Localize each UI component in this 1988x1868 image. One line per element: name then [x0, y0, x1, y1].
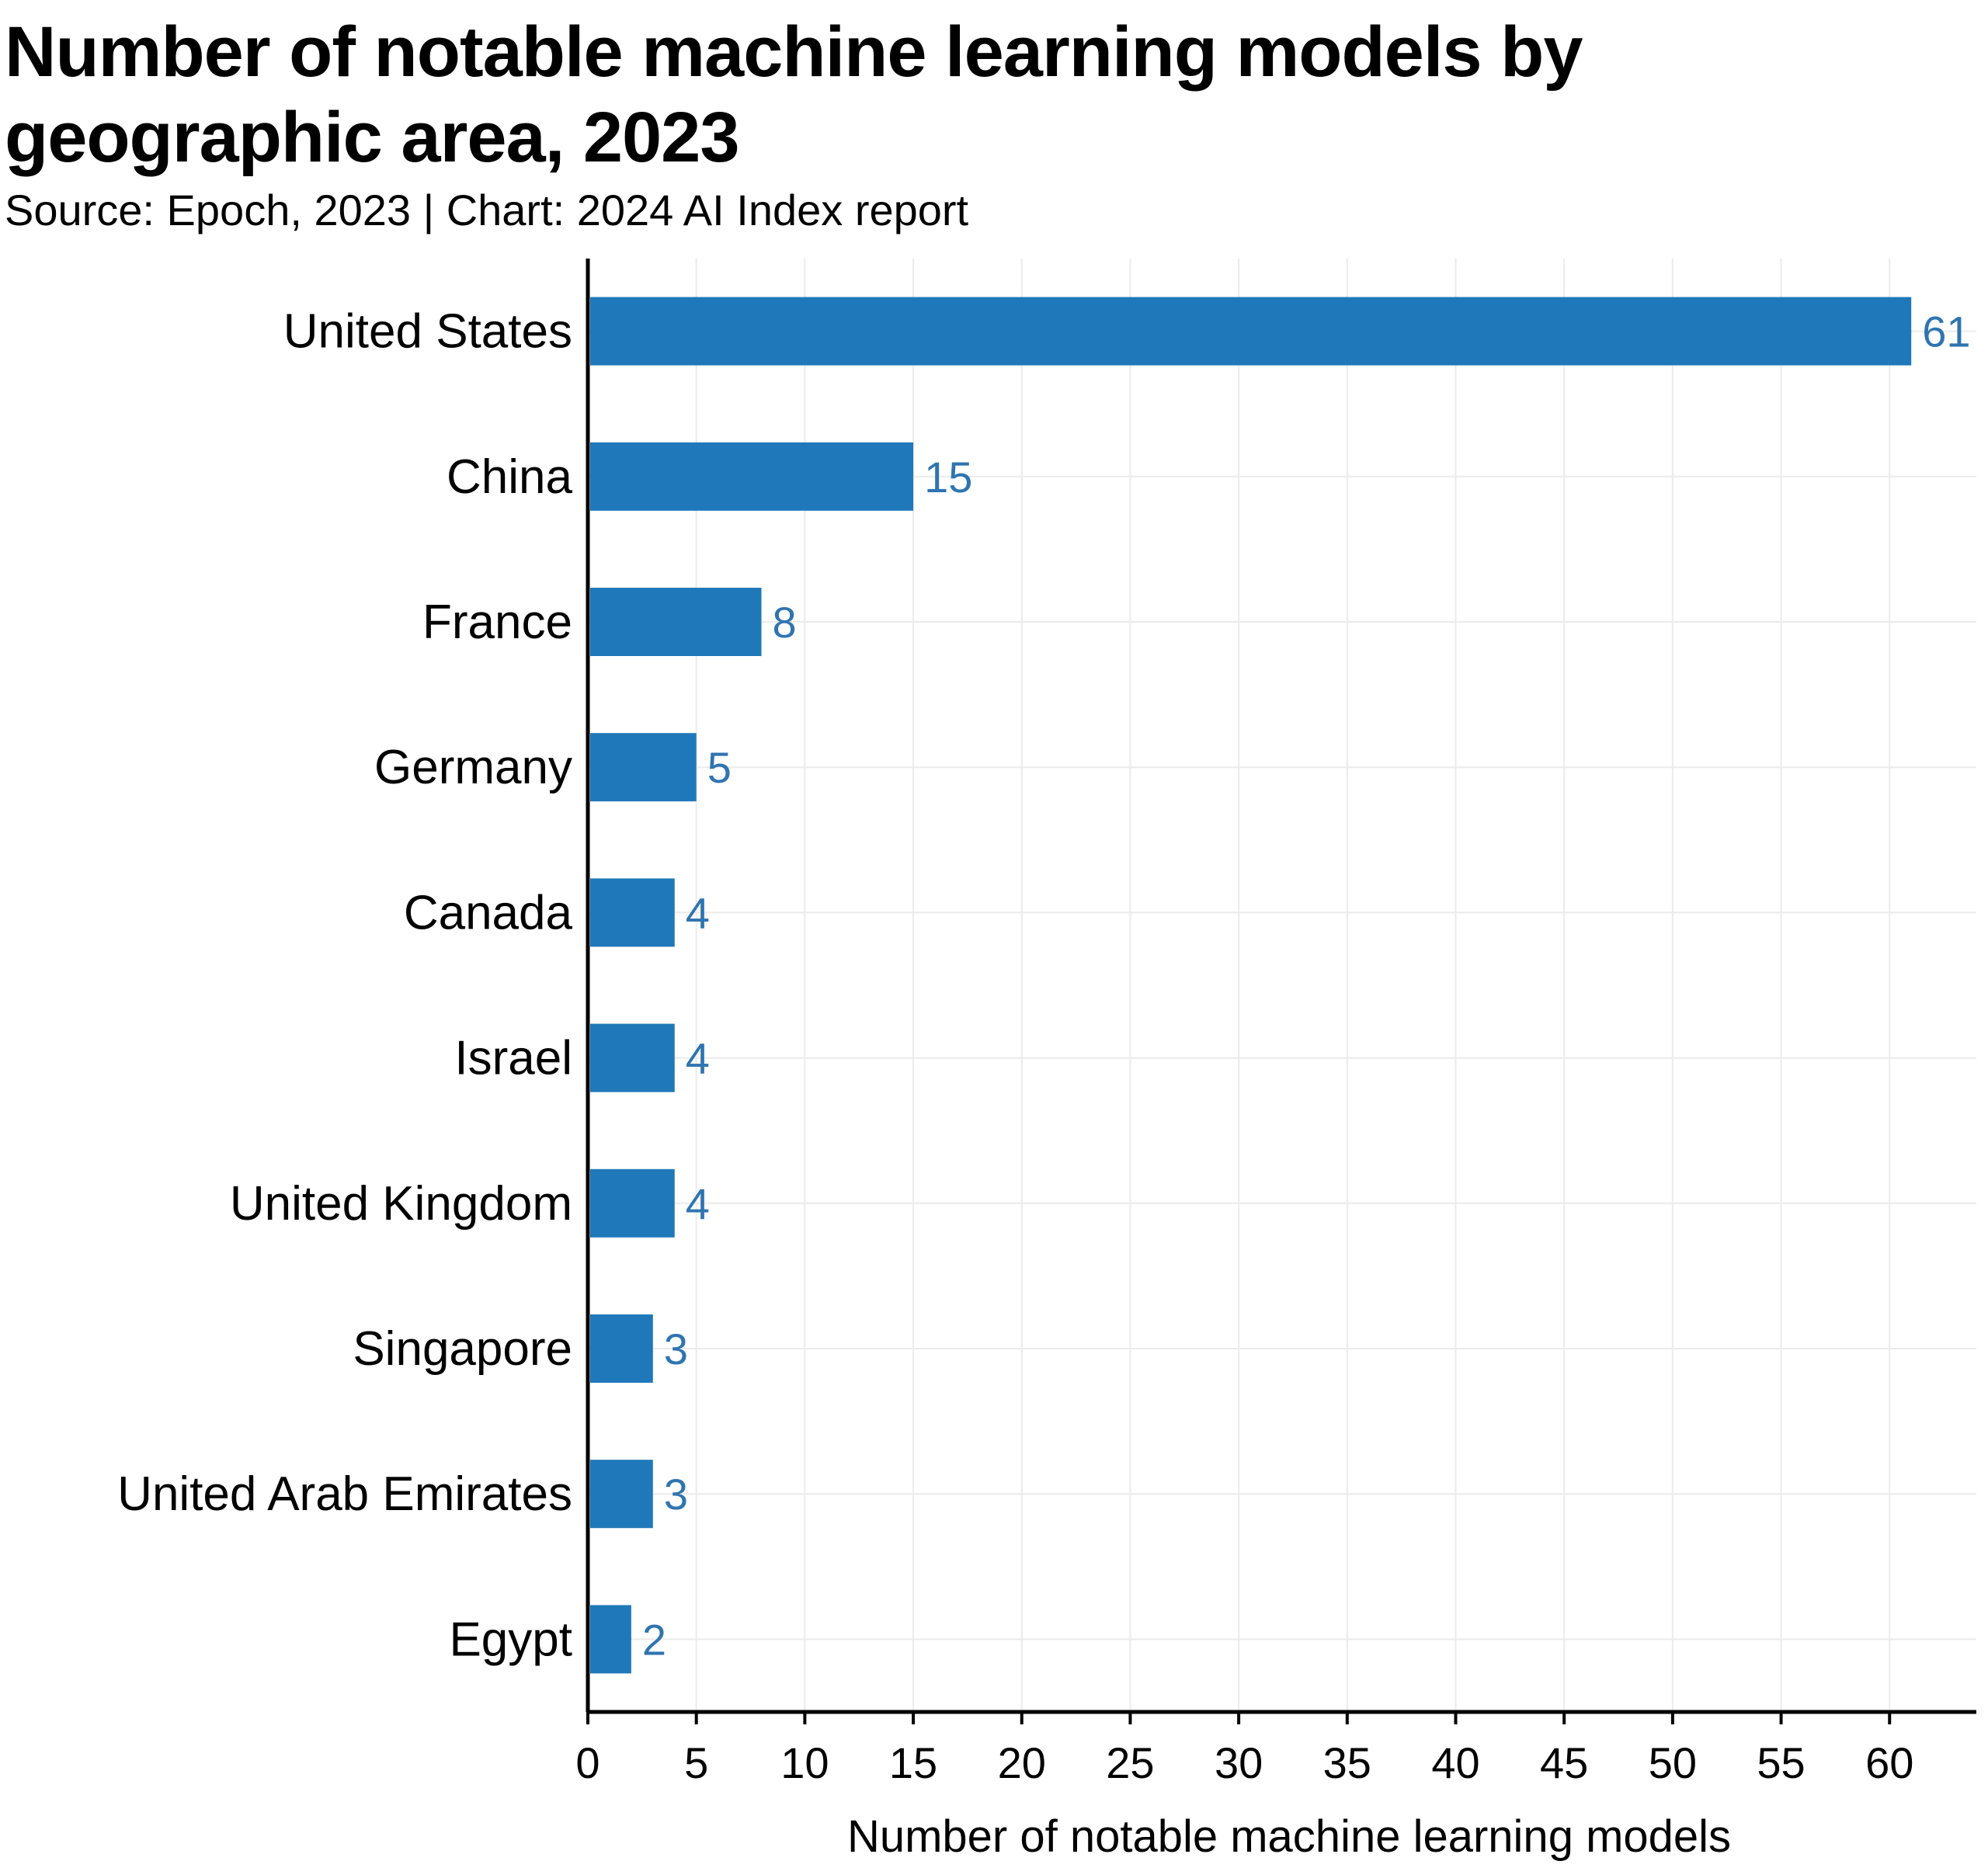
bar	[590, 733, 697, 802]
x-tick-label: 15	[889, 1738, 937, 1787]
bar	[590, 297, 1912, 366]
category-label: United Kingdom	[230, 1177, 572, 1231]
category-label: United States	[283, 305, 572, 359]
category-label: China	[447, 450, 573, 504]
x-tick-label: 60	[1865, 1738, 1913, 1787]
x-axis-title: Number of notable machine learning model…	[847, 1811, 1731, 1862]
category-label: United Arab Emirates	[117, 1467, 572, 1521]
chart-subtitle: Source: Epoch, 2023 | Chart: 2024 AI Ind…	[5, 186, 969, 234]
bar	[590, 1314, 653, 1383]
bar-value-label: 3	[664, 1325, 688, 1373]
bar-value-label: 5	[707, 743, 732, 792]
category-label: Canada	[404, 886, 573, 939]
bar-value-label: 4	[686, 1034, 710, 1083]
axes	[586, 259, 1976, 1724]
bar	[590, 588, 762, 656]
x-tick-label: 10	[780, 1738, 829, 1787]
bar	[590, 1168, 675, 1238]
bar-value-label: 2	[642, 1615, 666, 1664]
x-tick-label: 30	[1215, 1738, 1263, 1787]
category-label: France	[422, 595, 572, 649]
x-tick-labels: 0 5 10 15 20 25 30 35 40 45 50 55 60	[575, 1738, 1913, 1787]
bars	[590, 297, 1912, 1674]
x-tick-label: 55	[1757, 1738, 1805, 1787]
bar-value-label: 15	[924, 453, 972, 502]
bar-value-label: 61	[1922, 307, 1970, 356]
x-tick-label: 40	[1431, 1738, 1479, 1787]
x-tick-label: 45	[1540, 1738, 1588, 1787]
value-labels: 61 15 8 5 4 4 4 3 3 2	[642, 307, 1971, 1665]
category-label: Israel	[454, 1032, 572, 1085]
bar-value-label: 8	[773, 598, 797, 647]
category-label: Singapore	[353, 1322, 572, 1376]
bar-value-label: 3	[664, 1470, 688, 1519]
category-label: Egypt	[449, 1613, 572, 1666]
bar	[590, 1023, 675, 1092]
bar	[590, 1460, 653, 1529]
x-tick-label: 35	[1323, 1738, 1371, 1787]
x-tick-label: 0	[575, 1738, 600, 1787]
bar-value-label: 4	[686, 888, 710, 937]
bar	[590, 1605, 631, 1674]
bar	[590, 878, 675, 947]
bar-value-label: 4	[686, 1179, 710, 1228]
x-tick-label: 50	[1649, 1738, 1697, 1787]
category-label: Germany	[374, 741, 572, 794]
chart-title: Number of notable machine learning model…	[5, 12, 1583, 177]
x-tick-label: 20	[998, 1738, 1046, 1787]
x-tick-label: 5	[684, 1738, 708, 1787]
bar	[590, 442, 914, 511]
x-tick-label: 25	[1106, 1738, 1154, 1787]
category-labels: United States China France Germany Canada Isr…	[117, 305, 572, 1667]
